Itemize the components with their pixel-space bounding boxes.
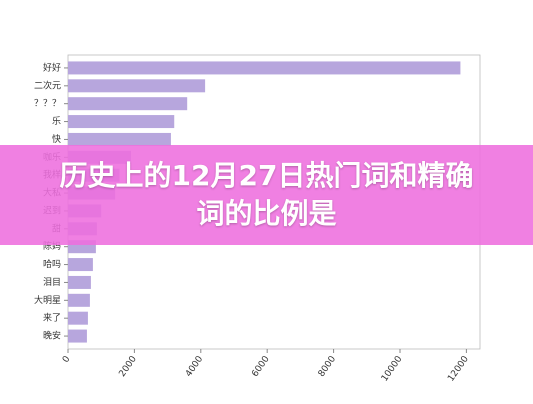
bar <box>68 61 461 75</box>
bar <box>68 79 206 93</box>
y-tick-label: 二次元 <box>34 79 61 91</box>
y-tick-label: 快 <box>52 133 61 145</box>
bar <box>68 115 175 129</box>
bar <box>68 258 93 272</box>
x-tick-label: 4000 <box>184 354 205 379</box>
y-tick-label: 乐 <box>52 115 61 127</box>
y-tick-label: ？？？ <box>34 99 61 109</box>
y-tick-label: 晚安 <box>43 330 61 342</box>
x-tick-label: 12000 <box>446 354 471 383</box>
bar <box>68 275 91 289</box>
bar <box>68 293 90 307</box>
bar <box>68 132 171 146</box>
title-banner: 历史上的12月27日热门词和精确词的比例是 <box>0 145 533 245</box>
y-tick-label: 泪目 <box>43 276 61 288</box>
x-tick-label: 2000 <box>118 354 139 379</box>
y-tick-label: 哈吗 <box>43 258 61 270</box>
x-tick-label: 0 <box>61 354 73 365</box>
y-tick-label: 来了 <box>43 313 61 324</box>
chart-title: 历史上的12月27日热门词和精确词的比例是 <box>59 159 474 230</box>
bar <box>68 311 88 325</box>
bar <box>68 329 87 343</box>
bar <box>68 97 188 111</box>
x-tick-label: 8000 <box>317 354 338 379</box>
y-tick-label: 大明星 <box>34 294 61 306</box>
x-tick-label: 10000 <box>380 354 405 383</box>
y-tick-label: 好好 <box>43 61 61 73</box>
x-tick-label: 6000 <box>250 354 271 379</box>
